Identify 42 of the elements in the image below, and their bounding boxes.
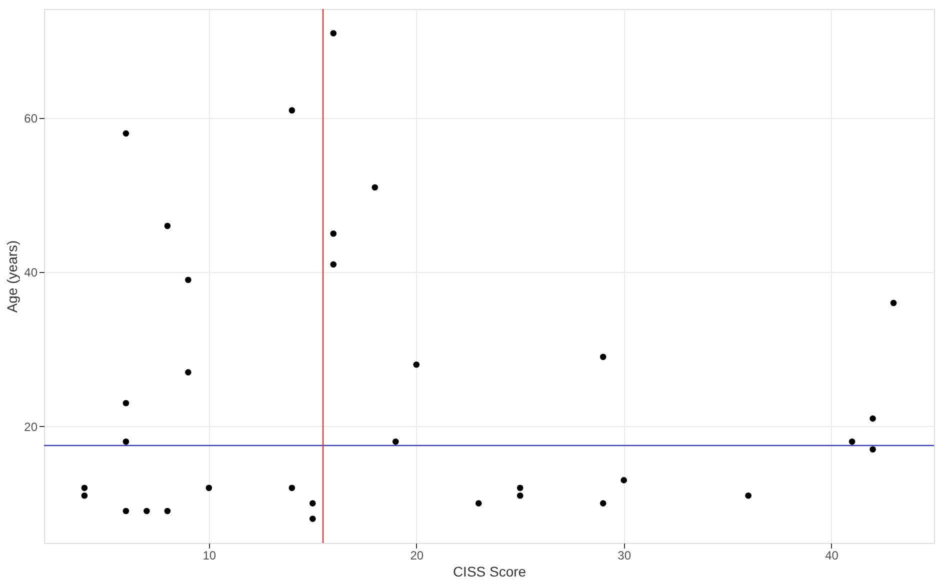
x-axis-title: CISS Score — [452, 564, 526, 580]
point — [745, 492, 752, 499]
x-tick-label: 40 — [825, 548, 839, 562]
point — [310, 500, 316, 506]
point — [164, 508, 171, 514]
point — [206, 484, 212, 492]
y-tick-label: 60 — [24, 112, 38, 126]
point — [330, 261, 337, 268]
point — [288, 107, 296, 114]
point — [372, 184, 378, 191]
point — [122, 130, 130, 137]
x-tick-label: 30 — [618, 548, 632, 562]
point — [81, 492, 88, 499]
y-tick-label: 40 — [24, 266, 38, 280]
point — [185, 369, 192, 376]
point — [475, 500, 482, 506]
point — [870, 415, 876, 422]
point — [600, 354, 606, 360]
point — [164, 222, 171, 230]
y-axis-title: Age (years) — [4, 240, 20, 313]
point — [310, 516, 316, 522]
point — [330, 30, 337, 36]
point — [144, 508, 150, 514]
x-tick-label: 10 — [202, 548, 216, 562]
point — [122, 508, 130, 514]
point — [600, 500, 606, 506]
point — [392, 438, 399, 445]
point — [516, 492, 524, 499]
point — [516, 484, 524, 492]
point — [890, 300, 897, 306]
point — [122, 400, 130, 406]
point — [848, 438, 856, 445]
point — [81, 484, 88, 492]
point — [330, 230, 337, 237]
point — [122, 438, 130, 445]
point — [185, 276, 192, 284]
point — [870, 446, 876, 453]
x-tick-label: 20 — [410, 548, 424, 562]
point — [620, 477, 628, 484]
y-tick-label: 20 — [24, 420, 38, 434]
point — [288, 484, 296, 492]
point — [413, 361, 420, 368]
